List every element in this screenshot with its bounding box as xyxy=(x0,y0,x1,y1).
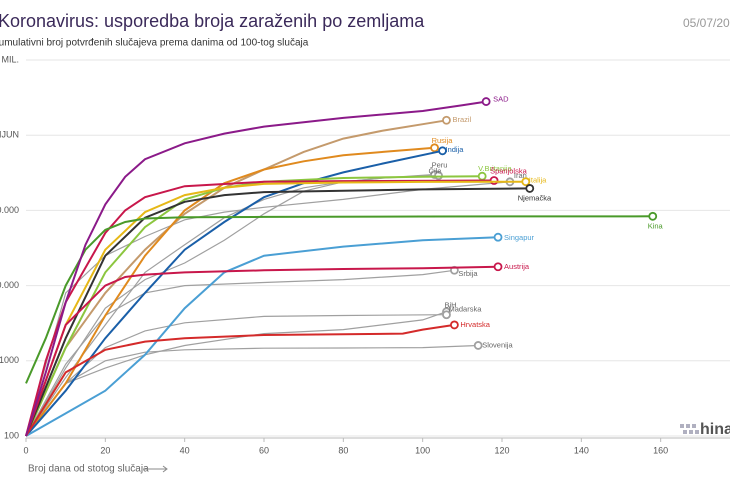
arrow-head xyxy=(162,465,168,473)
x-tick-label: 80 xyxy=(338,445,348,455)
end-marker xyxy=(489,176,499,185)
series-label: Peru xyxy=(432,161,448,170)
date: 05/07/2020 xyxy=(683,16,730,30)
series-label: Brazil xyxy=(452,115,471,124)
series-label: V.Britanija xyxy=(478,164,512,173)
series-line xyxy=(25,181,510,437)
series-label: Kina xyxy=(648,221,664,230)
end-marker xyxy=(430,143,439,153)
end-marker xyxy=(648,211,658,221)
chart-title: Koronavirus: usporedba broja zaraženih p… xyxy=(0,11,425,31)
series-line xyxy=(25,175,483,437)
series-line xyxy=(25,119,447,437)
series-label: Rusija xyxy=(432,136,454,145)
series-label: Italija xyxy=(529,176,547,185)
logo: hina xyxy=(700,421,730,438)
series-label: Slovenija xyxy=(482,340,513,349)
series-line xyxy=(25,187,530,437)
end-marker xyxy=(442,115,451,125)
x-tick-label: 0 xyxy=(23,445,28,455)
series-label: Madarska xyxy=(448,305,482,314)
y-tick-label: 100 xyxy=(4,430,19,440)
x-tick-label: 20 xyxy=(100,445,110,455)
series-line xyxy=(25,180,526,437)
x-tick-label: 40 xyxy=(180,445,190,455)
series-line xyxy=(25,323,455,437)
series-label: Srbija xyxy=(458,269,478,278)
series-line xyxy=(25,311,447,437)
end-marker xyxy=(525,184,535,193)
series-label: Španjolska xyxy=(490,166,528,175)
series-line xyxy=(25,215,653,384)
end-marker xyxy=(449,320,459,330)
series-line xyxy=(25,314,447,437)
series-line xyxy=(25,179,495,437)
series-line xyxy=(25,344,479,437)
end-marker xyxy=(442,310,451,320)
x-tick-label: 160 xyxy=(653,445,668,455)
end-marker xyxy=(481,97,491,106)
end-marker xyxy=(493,262,503,272)
series-label: Njemačka xyxy=(518,193,552,202)
series-line xyxy=(25,269,455,437)
end-marker xyxy=(438,146,447,156)
y-tick-label: 10.000 xyxy=(0,280,19,290)
end-marker xyxy=(477,171,487,181)
subtitle: Kumulativni broj potvrđenih slučajeva pr… xyxy=(0,38,309,49)
y-tick-label: 1 MILIJUN xyxy=(0,130,19,140)
x-tick-label: 60 xyxy=(259,445,269,455)
series-line xyxy=(25,236,499,437)
series-label: Čile xyxy=(429,167,442,176)
series-label: Iran xyxy=(514,171,527,180)
series-label: Indija xyxy=(446,145,465,154)
series-label: SAD xyxy=(493,95,509,104)
series-label: Hrvatska xyxy=(460,320,490,329)
series-label: Singapur xyxy=(504,233,535,242)
series-line xyxy=(25,100,487,437)
y-tick-label: 100.000 xyxy=(0,205,19,215)
x-tick-label: 100 xyxy=(415,445,430,455)
end-marker xyxy=(521,177,531,187)
series-label: BiH xyxy=(444,301,456,310)
end-marker xyxy=(493,232,503,242)
series-line xyxy=(25,149,443,437)
series-label: Austrija xyxy=(504,262,530,271)
series-line xyxy=(25,265,499,437)
y-tick-label: 10 MIL. xyxy=(0,54,19,64)
x-tick-label: 140 xyxy=(574,445,589,455)
y-tick-label: 1000 xyxy=(0,355,19,365)
end-marker xyxy=(473,341,483,350)
x-tick-label: 120 xyxy=(494,445,509,455)
logo-dots xyxy=(680,424,699,434)
x-axis-label: Broj dana od stotog slučaja xyxy=(28,464,149,475)
